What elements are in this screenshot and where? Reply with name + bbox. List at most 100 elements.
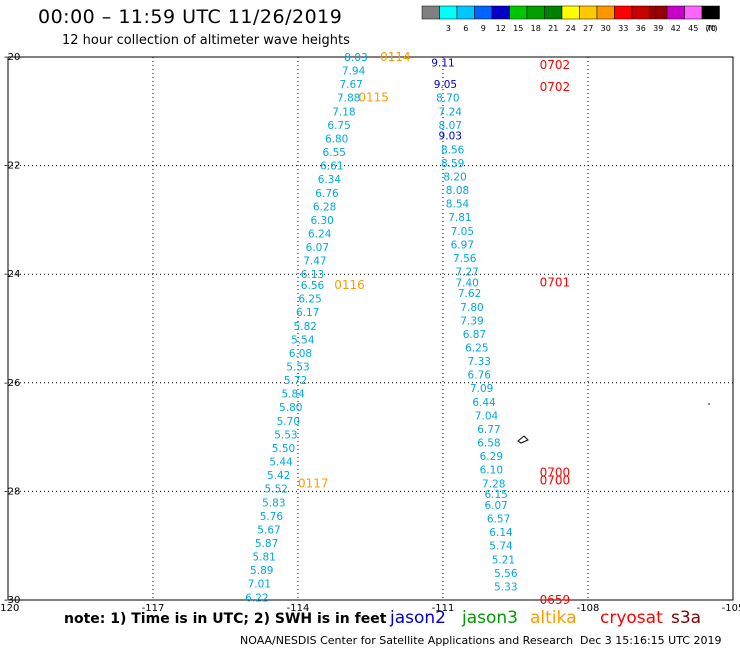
swh-value: 5.21 <box>492 554 515 566</box>
swh-value: 6.08 <box>289 348 312 360</box>
map-subtitle: 12 hour collection of altimeter wave hei… <box>62 33 350 48</box>
legend-altika: altika <box>530 608 577 628</box>
swh-value: 7.09 <box>470 383 493 395</box>
swh-value: 6.28 <box>313 201 336 213</box>
swh-value: 5.52 <box>265 484 288 496</box>
pass-time-label: 0702 <box>540 80 571 94</box>
swh-value: 7.67 <box>339 79 362 91</box>
swh-value: 6.30 <box>310 215 333 227</box>
map-title: 00:00 – 11:59 UTC 11/26/2019 <box>38 6 343 28</box>
swh-value: 6.15 <box>484 489 507 501</box>
swh-value: 9.03 <box>439 131 462 143</box>
colorbar-label: 70 <box>706 24 716 33</box>
swh-value: 7.04 <box>475 410 499 422</box>
colorbar-swatch <box>561 5 580 20</box>
swh-value: 7.88 <box>337 93 360 105</box>
colorbar-swatch <box>684 5 703 20</box>
swh-value: 6.14 <box>489 527 513 539</box>
swh-value: 8.54 <box>446 199 470 211</box>
y-tick-label: -24 <box>4 269 20 280</box>
swh-value: 7.18 <box>332 106 355 118</box>
swh-value: 6.57 <box>487 514 510 526</box>
swh-value: 5.67 <box>257 524 280 536</box>
swh-value: 6.25 <box>298 294 321 306</box>
colorbar-label: 3 <box>446 24 451 33</box>
swh-value: 6.07 <box>484 500 507 512</box>
colorbar-swatch <box>456 5 475 20</box>
y-tick-label: -22 <box>4 161 20 172</box>
swh-value: 8.08 <box>446 185 469 197</box>
swh-value: 8.56 <box>441 144 465 156</box>
colorbar-swatch <box>614 5 633 20</box>
swh-value: 5.72 <box>284 375 307 387</box>
pass-time-label: 0115 <box>358 91 389 105</box>
swh-value: 6.44 <box>472 397 496 409</box>
x-tick-label: -108 <box>577 603 600 614</box>
swh-value: 6.80 <box>325 133 348 145</box>
swh-value: 5.42 <box>267 470 290 482</box>
swh-value: 7.81 <box>448 212 471 224</box>
swh-value: 6.76 <box>468 370 492 382</box>
swh-value: 5.50 <box>272 443 295 455</box>
pass-time-label: 0700 <box>540 465 571 479</box>
island-dot <box>708 403 710 405</box>
colorbar-label: 39 <box>653 24 663 33</box>
x-tick-label: -111 <box>432 603 455 614</box>
swh-value: 5.33 <box>494 581 517 593</box>
colorbar-label: 9 <box>481 24 486 33</box>
colorbar-label: 33 <box>618 24 628 33</box>
legend-jason2: jason2 <box>390 608 446 628</box>
swh-value: 7.24 <box>439 106 463 118</box>
colorbar-label: 18 <box>531 24 541 33</box>
swh-value: 7.56 <box>453 253 477 265</box>
swh-value: 7.05 <box>451 226 474 238</box>
colorbar-swatch <box>596 5 615 20</box>
legend-jason3: jason3 <box>462 608 518 628</box>
swh-value: 8.07 <box>439 120 462 132</box>
x-tick-label: -114 <box>287 603 310 614</box>
swh-value: 7.47 <box>303 256 326 268</box>
swh-value: 5.44 <box>269 457 293 469</box>
pass-time-label: 0117 <box>298 476 329 490</box>
x-tick-label: -120 <box>0 603 19 614</box>
colorbar-swatch <box>526 5 545 20</box>
swh-value: 5.83 <box>262 497 285 509</box>
swh-value: 5.53 <box>274 429 297 441</box>
swh-value: 6.07 <box>306 242 329 254</box>
colorbar-label: 30 <box>601 24 611 33</box>
swh-value: 6.76 <box>315 188 339 200</box>
swh-value: 5.84 <box>281 389 305 401</box>
pass-time-label: 0116 <box>334 278 365 292</box>
pass-time-label: 0700 <box>540 474 571 488</box>
colorbar-label: 27 <box>583 24 593 33</box>
island-outline <box>517 435 529 444</box>
colorbar-swatch <box>631 5 650 20</box>
colorbar-swatch <box>579 5 598 20</box>
y-tick-label: -28 <box>4 486 20 497</box>
pass-time-label: 0701 <box>540 275 571 289</box>
swh-value: 6.61 <box>320 161 343 173</box>
swh-value: 7.27 <box>455 266 478 278</box>
swh-value: 6.55 <box>323 147 346 159</box>
swh-value: 6.77 <box>477 424 500 436</box>
swh-value: 8.70 <box>436 93 459 105</box>
plot-frame <box>7 56 734 601</box>
pass-time-label: 0659 <box>540 593 571 607</box>
y-tick-label: -30 <box>4 595 20 606</box>
y-tick-label: -20 <box>4 52 20 63</box>
swh-value: 8.03 <box>344 52 367 64</box>
swh-value: 6.87 <box>463 329 486 341</box>
colorbar-unit: (ft) <box>705 24 717 33</box>
swh-value: 7.01 <box>248 579 271 591</box>
colorbar-swatch <box>509 5 528 20</box>
swh-value: 7.28 <box>482 478 505 490</box>
swh-value: 6.58 <box>477 438 500 450</box>
colorbar-swatch <box>701 5 720 20</box>
colorbar-swatch <box>544 5 563 20</box>
colorbar-label: 21 <box>548 24 558 33</box>
colorbar-swatch <box>649 5 668 20</box>
colorbar-swatch <box>474 5 493 20</box>
swh-value: 9.05 <box>434 79 457 91</box>
swh-value: 6.13 <box>301 269 324 281</box>
swh-value: 6.22 <box>245 592 268 604</box>
